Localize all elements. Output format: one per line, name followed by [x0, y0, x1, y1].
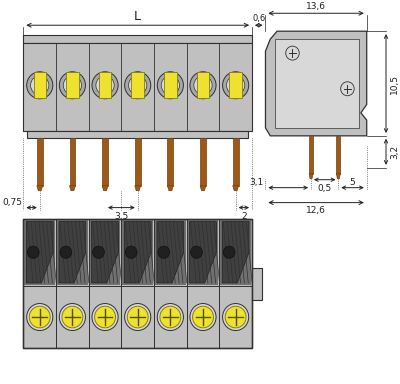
- Bar: [24, 43, 252, 131]
- Circle shape: [160, 306, 181, 328]
- Circle shape: [222, 303, 249, 331]
- Circle shape: [341, 82, 354, 96]
- Polygon shape: [102, 186, 108, 191]
- Polygon shape: [190, 222, 216, 283]
- Bar: [24, 218, 252, 348]
- Text: 2: 2: [241, 212, 247, 220]
- Polygon shape: [124, 222, 151, 283]
- Bar: [34, 72, 46, 98]
- Circle shape: [31, 76, 49, 95]
- Bar: [164, 72, 176, 98]
- Text: 0,75: 0,75: [2, 198, 22, 207]
- Bar: [66, 72, 79, 98]
- Circle shape: [94, 306, 116, 328]
- Circle shape: [128, 76, 147, 95]
- Bar: [99, 72, 111, 98]
- Circle shape: [125, 246, 137, 258]
- Bar: [24, 220, 55, 285]
- Bar: [336, 136, 340, 174]
- Text: 5: 5: [350, 178, 356, 187]
- Circle shape: [29, 306, 50, 328]
- Bar: [275, 39, 359, 128]
- Bar: [122, 220, 153, 285]
- Polygon shape: [59, 222, 86, 283]
- Circle shape: [60, 246, 72, 258]
- Bar: [188, 220, 218, 285]
- Bar: [90, 220, 120, 285]
- Text: L: L: [134, 10, 141, 23]
- Polygon shape: [336, 174, 340, 179]
- Bar: [309, 136, 313, 174]
- Circle shape: [27, 72, 53, 99]
- Circle shape: [63, 76, 82, 95]
- Circle shape: [194, 76, 212, 95]
- Bar: [220, 220, 251, 285]
- Circle shape: [190, 246, 202, 258]
- Circle shape: [157, 72, 184, 99]
- Bar: [27, 131, 248, 138]
- Bar: [252, 268, 262, 300]
- Circle shape: [92, 72, 118, 99]
- Circle shape: [158, 246, 170, 258]
- Circle shape: [92, 303, 118, 331]
- Text: 12,6: 12,6: [306, 205, 326, 215]
- Bar: [70, 138, 75, 186]
- Text: 0,5: 0,5: [318, 184, 332, 193]
- Polygon shape: [200, 186, 206, 191]
- Polygon shape: [309, 174, 313, 179]
- Bar: [200, 138, 206, 186]
- Circle shape: [157, 303, 184, 331]
- Bar: [102, 138, 108, 186]
- Circle shape: [93, 246, 104, 258]
- Polygon shape: [157, 222, 184, 283]
- Circle shape: [127, 306, 148, 328]
- Text: 3,5: 3,5: [114, 212, 128, 220]
- Bar: [24, 218, 252, 348]
- Text: 3,1: 3,1: [249, 178, 264, 187]
- Circle shape: [190, 303, 216, 331]
- Text: 3,2: 3,2: [390, 145, 399, 159]
- Text: 13,6: 13,6: [306, 2, 326, 11]
- Circle shape: [62, 306, 83, 328]
- Bar: [37, 138, 43, 186]
- Circle shape: [27, 303, 53, 331]
- Polygon shape: [26, 222, 53, 283]
- Circle shape: [27, 246, 39, 258]
- Polygon shape: [135, 186, 140, 191]
- Bar: [135, 138, 140, 186]
- Circle shape: [125, 72, 151, 99]
- Bar: [57, 220, 88, 285]
- Circle shape: [222, 72, 249, 99]
- Bar: [233, 138, 238, 186]
- Circle shape: [226, 76, 245, 95]
- Text: 0,6: 0,6: [252, 14, 265, 23]
- Polygon shape: [37, 186, 43, 191]
- Polygon shape: [92, 222, 118, 283]
- Bar: [168, 138, 173, 186]
- Bar: [24, 35, 252, 43]
- Circle shape: [59, 72, 86, 99]
- Bar: [230, 72, 242, 98]
- Circle shape: [125, 303, 151, 331]
- Polygon shape: [70, 186, 75, 191]
- Circle shape: [192, 306, 214, 328]
- Bar: [155, 220, 186, 285]
- Polygon shape: [266, 31, 367, 136]
- Circle shape: [223, 246, 235, 258]
- Circle shape: [96, 76, 114, 95]
- Circle shape: [225, 306, 246, 328]
- Circle shape: [161, 76, 180, 95]
- Text: 10,5: 10,5: [390, 73, 399, 94]
- Circle shape: [286, 46, 299, 60]
- Polygon shape: [168, 186, 173, 191]
- Circle shape: [59, 303, 86, 331]
- Circle shape: [190, 72, 216, 99]
- Polygon shape: [233, 186, 238, 191]
- Bar: [132, 72, 144, 98]
- Polygon shape: [222, 222, 249, 283]
- Bar: [197, 72, 209, 98]
